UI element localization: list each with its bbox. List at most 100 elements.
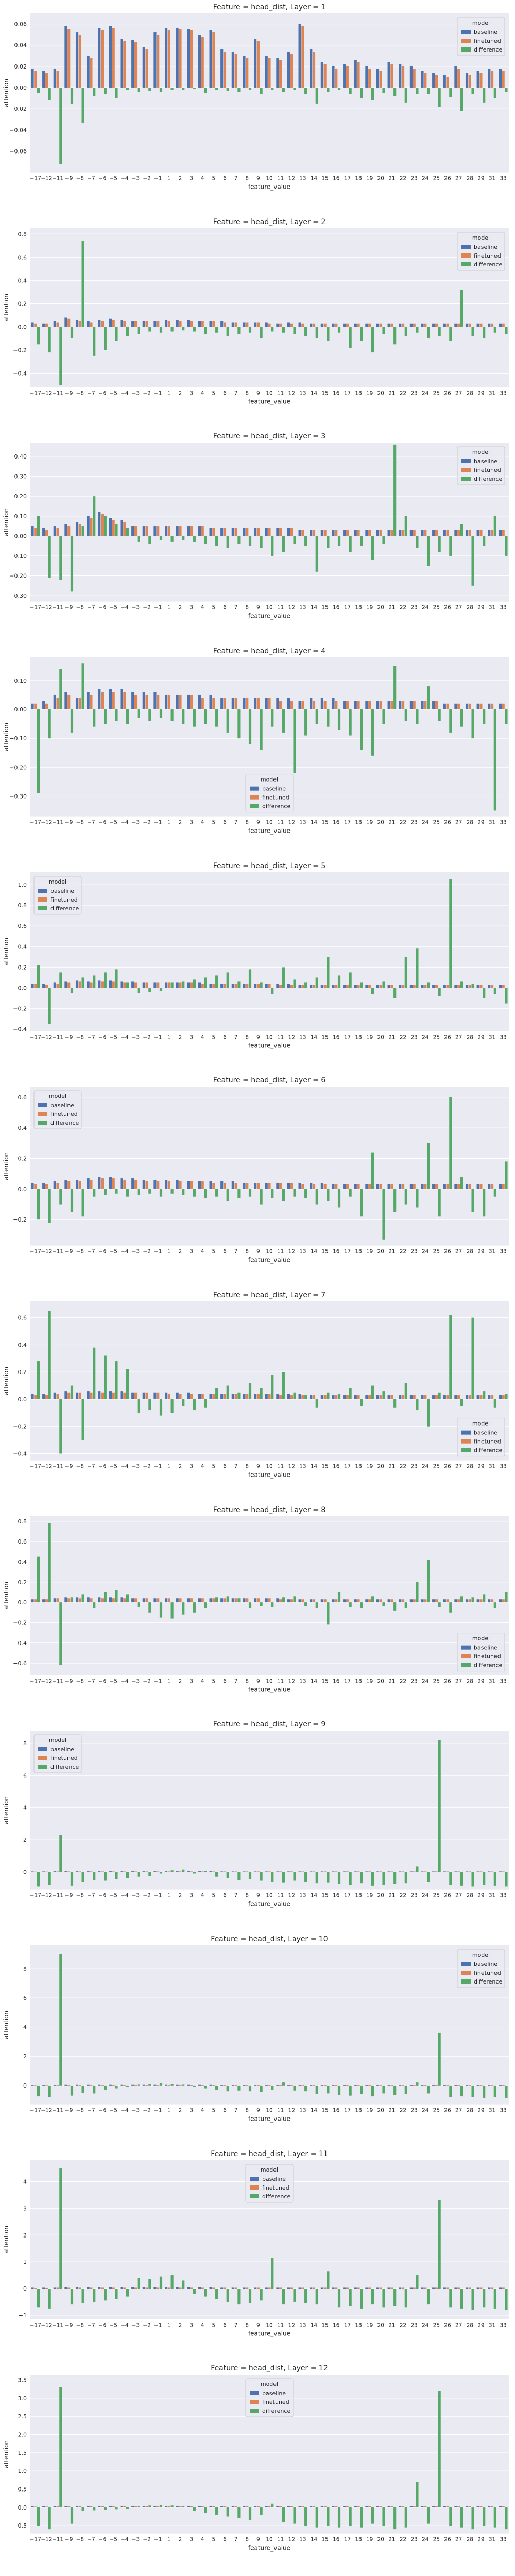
bar-difference [449,536,452,556]
bar-finetuned [190,30,193,88]
x-tick-label: 18 [355,2108,362,2114]
y-axis-label: attention [3,2440,10,2468]
bar-baseline [276,1598,279,1603]
x-tick-label: −1 [154,1249,162,1255]
y-axis-label: attention [3,1152,10,1180]
bar-finetuned [413,323,416,327]
x-tick-label: 16 [333,605,340,611]
bar-baseline [209,1394,212,1399]
bar-finetuned [100,1871,104,1872]
x-tick-label: 13 [299,2537,306,2543]
bar-baseline [488,2287,491,2289]
bar-difference [215,88,218,90]
legend-label-difference: difference [474,1978,502,1985]
chart-panel-3: −0.30−0.20−0.100.000.100.200.300.40−17 −1… [3,432,509,620]
bar-difference [416,88,419,94]
x-axis-label: feature_value [248,1042,290,1049]
legend-label-difference: difference [262,2408,290,2414]
bar-finetuned [401,2085,405,2086]
bar-finetuned [268,2287,271,2289]
x-tick-label: 22 [400,1249,406,1255]
bar-finetuned [34,323,37,327]
bar-difference [404,2085,407,2094]
x-tick-label: 11 [277,1035,284,1041]
bar-finetuned [179,1871,182,1872]
bar-baseline [131,1392,134,1399]
bar-baseline [64,1597,67,1603]
y-tick-label: 0.0 [18,1396,27,1403]
bar-baseline [287,1394,290,1399]
x-tick-label: −8 [76,391,84,397]
legend-title: model [261,2381,278,2387]
bar-finetuned [246,58,249,88]
x-tick-label: 28 [467,2537,473,2543]
bar-baseline [153,2084,157,2086]
bar-difference [471,1189,474,1212]
x-tick-label: −8 [76,1035,84,1041]
bar-difference [493,1872,496,1886]
bar-difference [126,982,129,988]
bar-finetuned [346,985,349,988]
bar-difference [159,988,163,991]
bar-baseline [243,1871,246,1872]
x-tick-label: 13 [299,176,306,182]
bar-difference [237,88,241,92]
x-tick-label: 33 [500,1893,506,1899]
x-tick-label: 23 [410,1893,417,1899]
bar-difference [293,536,296,544]
x-tick-label: 19 [366,176,373,182]
legend-label-finetuned: finetuned [262,794,289,801]
bar-baseline [409,323,413,327]
x-tick-label: 3 [190,2537,193,2543]
bar-finetuned [268,2085,271,2086]
bar-finetuned [67,694,71,710]
bar-baseline [343,1184,346,1189]
x-tick-label: 29 [477,1679,484,1685]
bar-difference [337,88,341,90]
bar-finetuned [234,1182,237,1189]
bar-finetuned [234,2506,237,2507]
bar-baseline [310,698,313,710]
x-tick-label: 1 [167,2108,171,2114]
x-tick-label: 9 [256,1893,260,1899]
x-tick-label: −5 [109,2323,117,2329]
bar-finetuned [413,1871,416,1872]
bar-difference [393,1399,397,1408]
bar-finetuned [167,1598,170,1603]
y-tick-label: 2 [23,2232,27,2239]
legend-label-baseline: baseline [474,458,497,465]
x-tick-label: 22 [400,2537,406,2543]
x-tick-label: 6 [223,1464,227,1470]
bar-difference [170,1870,174,1872]
bar-difference [505,709,508,724]
x-tick-label: −17 [30,820,41,826]
bar-finetuned [357,1599,360,1603]
bar-baseline [310,985,313,988]
bar-difference [282,1372,285,1399]
bar-difference [260,1872,263,1881]
bar-baseline [287,984,290,988]
bar-difference [170,88,174,90]
x-tick-label: 13 [299,1249,306,1255]
x-tick-label: 13 [299,2108,306,2114]
bar-difference [349,709,352,736]
bar-difference [426,1399,430,1427]
bar-difference [59,536,62,580]
bar-finetuned [502,530,505,536]
bar-finetuned [190,321,193,327]
x-tick-label: −5 [109,1249,117,1255]
bar-baseline [488,530,491,536]
bar-difference [70,1597,74,1603]
chart-panel-5: −0.4−0.20.00.20.40.60.81.0−17 −12 −11 −9 −8−… [3,862,509,1049]
bar-baseline [243,2506,246,2507]
x-tick-label: 20 [377,2108,384,2114]
x-tick-label: 25 [433,2323,440,2329]
bar-difference [404,88,407,103]
bar-finetuned [346,1599,349,1603]
bar-baseline [153,1392,157,1399]
x-tick-label: 29 [477,820,484,826]
x-tick-label: 10 [266,2108,272,2114]
bar-difference [260,982,263,988]
x-tick-label: −11 [52,1679,63,1685]
bar-baseline [142,982,145,988]
